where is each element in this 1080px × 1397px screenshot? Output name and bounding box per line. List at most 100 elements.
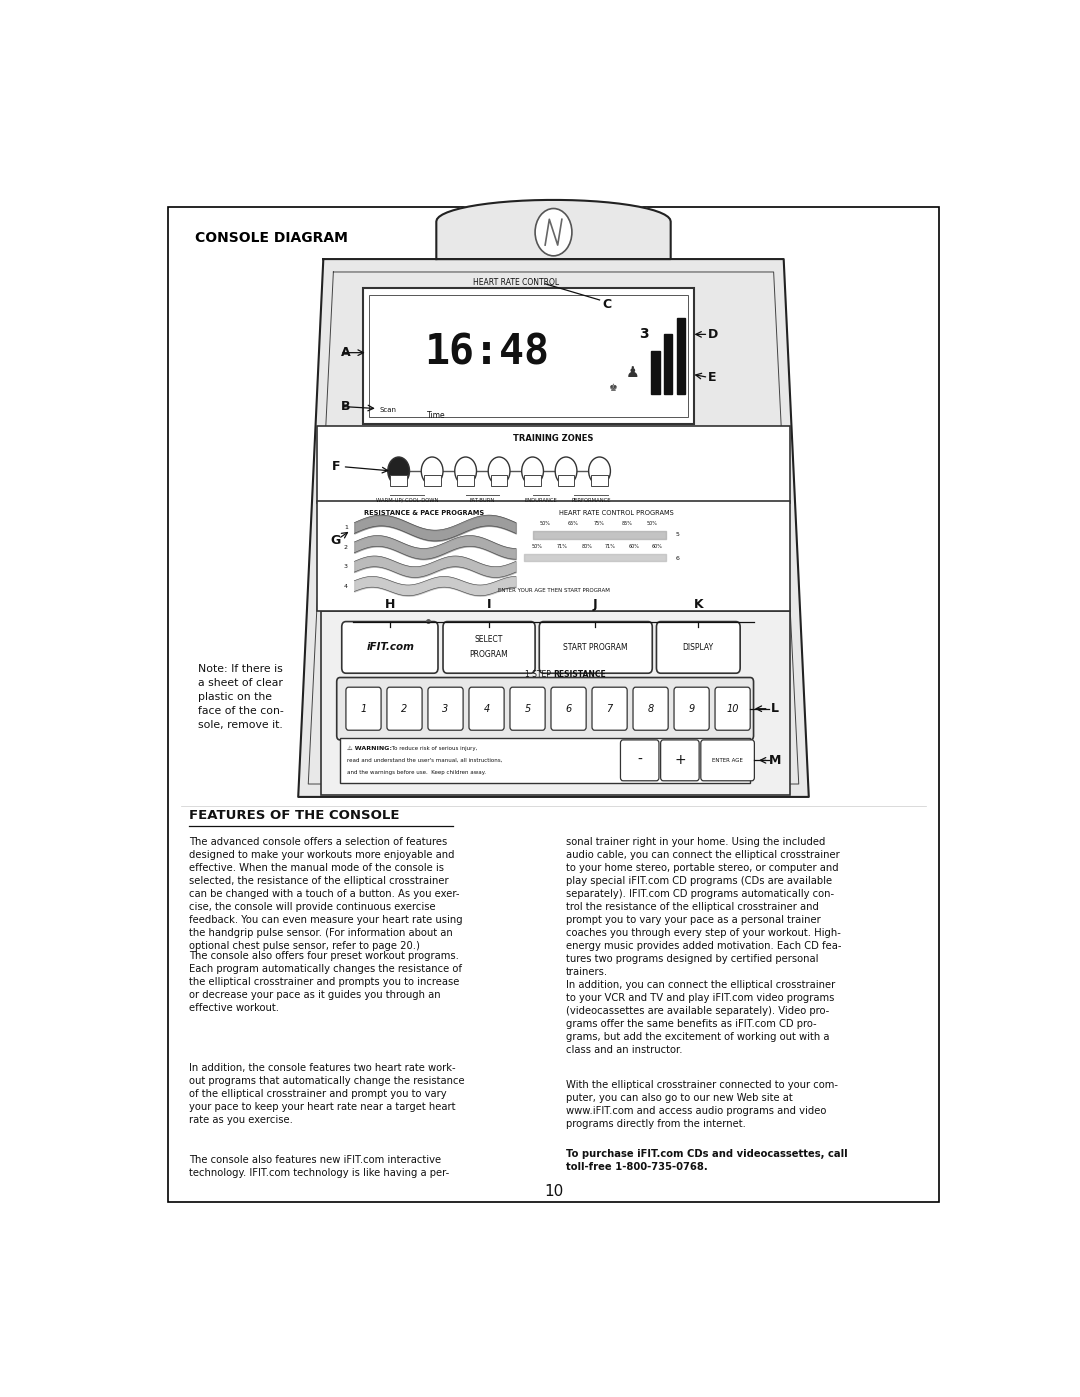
Text: +: + <box>674 753 686 767</box>
FancyBboxPatch shape <box>715 687 751 731</box>
FancyBboxPatch shape <box>633 687 669 731</box>
Circle shape <box>535 208 572 256</box>
FancyBboxPatch shape <box>701 740 754 781</box>
FancyBboxPatch shape <box>551 687 586 731</box>
FancyBboxPatch shape <box>539 622 652 673</box>
Text: START PROGRAM: START PROGRAM <box>563 643 627 652</box>
Circle shape <box>488 457 510 485</box>
Text: L: L <box>771 703 780 715</box>
Text: ⚠ WARNING:: ⚠ WARNING: <box>347 746 392 752</box>
Circle shape <box>522 457 543 485</box>
Text: FAT-BURN: FAT-BURN <box>470 497 495 503</box>
FancyBboxPatch shape <box>346 687 381 731</box>
Text: 80%: 80% <box>581 543 593 549</box>
Circle shape <box>421 457 443 485</box>
FancyBboxPatch shape <box>318 426 789 503</box>
Text: and the warnings before use.  Keep children away.: and the warnings before use. Keep childr… <box>347 770 486 775</box>
Text: 6: 6 <box>566 704 571 714</box>
Text: 16:48: 16:48 <box>424 331 549 373</box>
Text: 8: 8 <box>648 704 653 714</box>
Text: 1: 1 <box>345 525 348 531</box>
Text: TRAINING ZONES: TRAINING ZONES <box>513 434 594 443</box>
FancyBboxPatch shape <box>387 687 422 731</box>
Polygon shape <box>436 200 671 258</box>
Text: RESISTANCE: RESISTANCE <box>554 669 606 679</box>
Text: 3: 3 <box>343 564 348 569</box>
Text: The advanced console offers a selection of features
designed to make your workou: The advanced console offers a selection … <box>189 837 463 951</box>
Text: sonal trainer right in your home. Using the included
audio cable, you can connec: sonal trainer right in your home. Using … <box>566 837 841 977</box>
Bar <box>340 738 751 782</box>
Polygon shape <box>298 258 809 796</box>
Text: F: F <box>332 460 340 474</box>
Text: ENDURANCE: ENDURANCE <box>525 497 557 503</box>
Bar <box>423 475 441 486</box>
Text: 50%: 50% <box>531 543 542 549</box>
FancyBboxPatch shape <box>657 622 740 673</box>
Text: 75%: 75% <box>594 521 605 527</box>
FancyBboxPatch shape <box>592 687 627 731</box>
FancyBboxPatch shape <box>510 687 545 731</box>
Text: FEATURES OF THE CONSOLE: FEATURES OF THE CONSOLE <box>189 809 400 821</box>
Text: WARM-UP/ COOL-DOWN: WARM-UP/ COOL-DOWN <box>376 497 438 503</box>
Text: PERFORMANCE: PERFORMANCE <box>571 497 611 503</box>
Text: The console also features new iFIT.com interactive
technology. IFIT.com technolo: The console also features new iFIT.com i… <box>189 1155 449 1178</box>
Text: 65%: 65% <box>567 521 578 527</box>
Text: The console also offers four preset workout programs.
Each program automatically: The console also offers four preset work… <box>189 951 462 1013</box>
Text: To purchase iFIT.com CDs and videocassettes, call
toll-free 1-800-735-0768.: To purchase iFIT.com CDs and videocasset… <box>566 1148 848 1172</box>
Text: 71%: 71% <box>556 543 567 549</box>
Text: E: E <box>708 370 717 384</box>
FancyBboxPatch shape <box>443 622 535 673</box>
Text: 50%: 50% <box>647 521 658 527</box>
Text: read and understand the user's manual, all instructions,: read and understand the user's manual, a… <box>347 757 502 763</box>
Text: HEART RATE CONTROL PROGRAMS: HEART RATE CONTROL PROGRAMS <box>559 510 674 515</box>
Text: 5: 5 <box>675 532 679 536</box>
Text: DISPLAY: DISPLAY <box>683 643 714 652</box>
Text: J: J <box>593 598 597 610</box>
Text: I: I <box>487 598 491 610</box>
FancyBboxPatch shape <box>341 622 438 673</box>
FancyBboxPatch shape <box>674 687 710 731</box>
Text: 7: 7 <box>607 704 612 714</box>
Text: 60%: 60% <box>629 543 639 549</box>
Text: B: B <box>341 400 351 414</box>
Text: K: K <box>693 598 703 610</box>
FancyBboxPatch shape <box>168 207 939 1203</box>
FancyBboxPatch shape <box>363 288 694 423</box>
Text: 5: 5 <box>525 704 530 714</box>
FancyBboxPatch shape <box>620 740 659 781</box>
Text: 85%: 85% <box>622 521 633 527</box>
Text: 2: 2 <box>343 545 348 550</box>
Text: ENTER YOUR AGE THEN START PROGRAM: ENTER YOUR AGE THEN START PROGRAM <box>498 588 609 592</box>
Text: 1: 1 <box>361 704 366 714</box>
Text: 6: 6 <box>675 556 679 560</box>
Text: To reduce risk of serious injury,: To reduce risk of serious injury, <box>390 746 477 752</box>
Text: CONSOLE DIAGRAM: CONSOLE DIAGRAM <box>195 231 348 244</box>
Text: -: - <box>637 753 643 767</box>
FancyBboxPatch shape <box>428 687 463 731</box>
Text: 3: 3 <box>639 327 649 341</box>
Bar <box>557 475 575 486</box>
Bar <box>651 351 660 394</box>
Text: 71%: 71% <box>605 543 616 549</box>
Text: 2: 2 <box>402 704 407 714</box>
Bar <box>664 334 673 394</box>
Text: H: H <box>386 598 395 610</box>
Text: 60%: 60% <box>652 543 663 549</box>
Text: 9: 9 <box>688 704 694 714</box>
Text: Note: If there is
a sheet of clear
plastic on the
face of the con-
sole, remove : Note: If there is a sheet of clear plast… <box>198 664 284 729</box>
Text: G: G <box>330 535 341 548</box>
Text: HEART RATE CONTROL: HEART RATE CONTROL <box>473 278 558 288</box>
Bar <box>676 319 685 394</box>
Text: iFIT.com: iFIT.com <box>366 643 415 652</box>
Text: 4: 4 <box>343 584 348 588</box>
FancyBboxPatch shape <box>321 610 791 795</box>
Text: Time: Time <box>427 411 446 419</box>
Circle shape <box>455 457 476 485</box>
Bar <box>457 475 474 486</box>
Circle shape <box>388 457 409 485</box>
Text: Scan: Scan <box>379 407 396 412</box>
FancyBboxPatch shape <box>318 502 789 610</box>
Text: In addition, you can connect the elliptical crosstrainer
to your VCR and TV and : In addition, you can connect the ellipti… <box>566 979 835 1055</box>
Text: ♟: ♟ <box>626 365 639 380</box>
Bar <box>490 475 508 486</box>
